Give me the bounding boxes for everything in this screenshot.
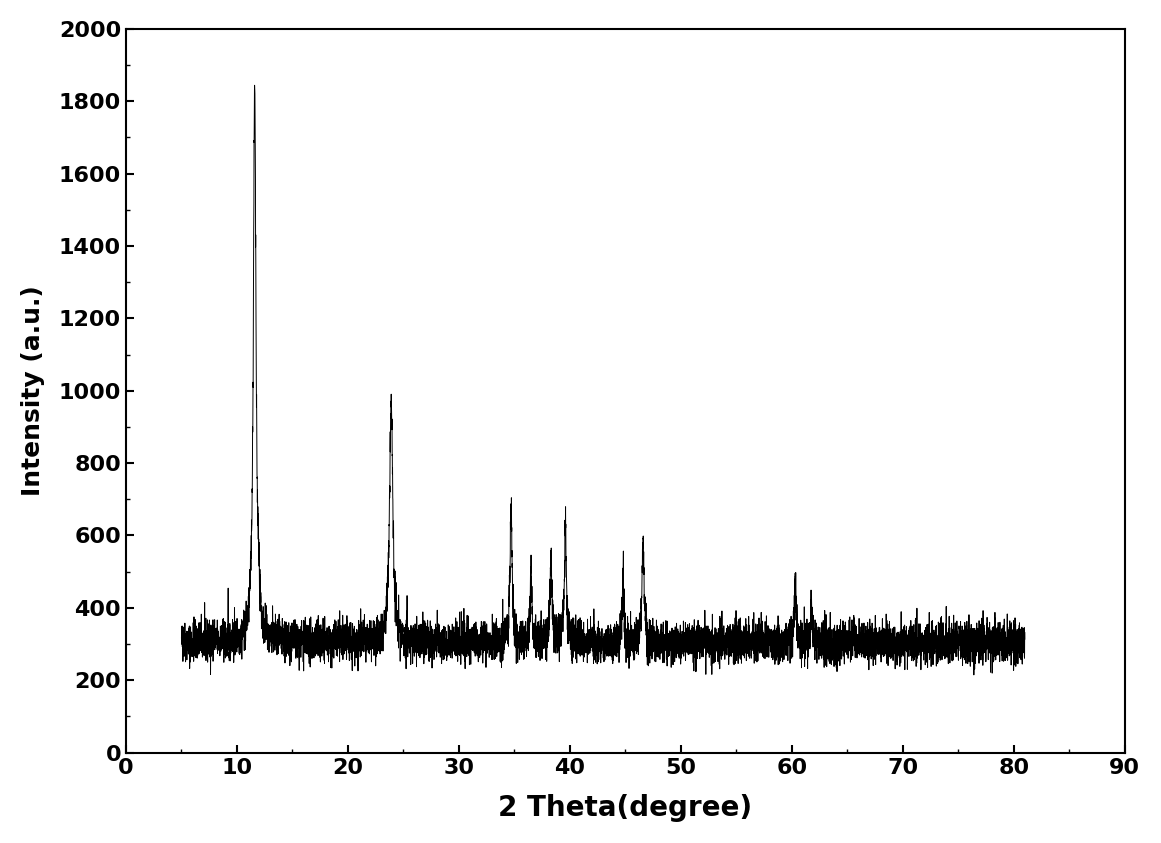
Y-axis label: Intensity (a.u.): Intensity (a.u.)	[21, 286, 45, 497]
X-axis label: 2 Theta(degree): 2 Theta(degree)	[498, 794, 752, 822]
